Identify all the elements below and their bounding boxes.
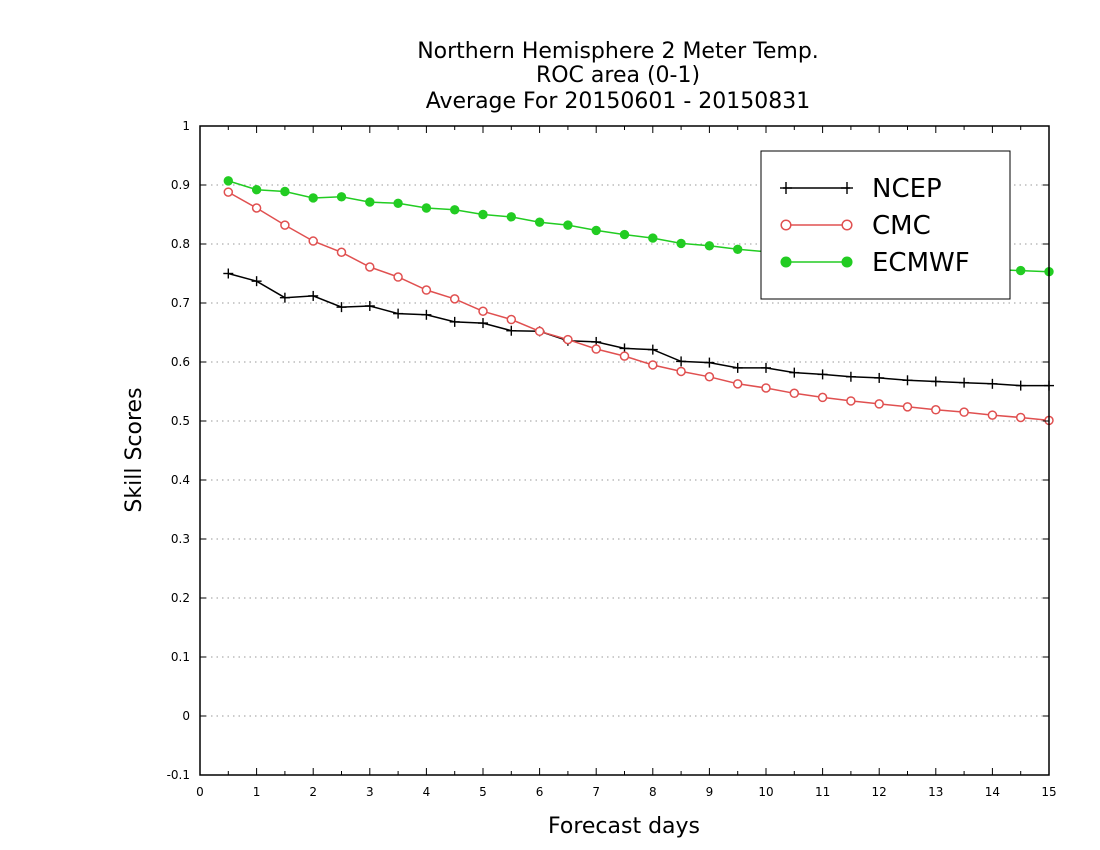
legend-label-ncep: NCEP bbox=[872, 174, 942, 204]
y-tick-label: 0.8 bbox=[171, 237, 190, 251]
data-point bbox=[789, 388, 800, 399]
x-tick-label: 10 bbox=[758, 785, 773, 799]
y-tick-label: 0.6 bbox=[171, 355, 190, 369]
legend-marker bbox=[841, 256, 853, 268]
y-tick-label: 0.9 bbox=[171, 178, 190, 192]
x-tick-label: 11 bbox=[815, 785, 830, 799]
title-line-2: ROC area (0-1) bbox=[536, 63, 700, 88]
data-point bbox=[591, 225, 601, 236]
data-point bbox=[223, 187, 234, 197]
chart-title: Northern Hemisphere 2 Meter Temp. ROC ar… bbox=[417, 39, 819, 114]
data-point bbox=[251, 203, 262, 213]
grid bbox=[200, 184, 1049, 717]
legend-marker bbox=[841, 219, 853, 231]
data-point bbox=[421, 203, 432, 213]
legend-marker bbox=[780, 219, 792, 231]
data-point bbox=[619, 229, 630, 240]
data-point bbox=[704, 372, 715, 382]
data-point bbox=[251, 185, 262, 195]
data-point bbox=[450, 205, 460, 215]
data-point bbox=[280, 220, 290, 230]
data-point bbox=[534, 217, 545, 227]
data-point bbox=[393, 272, 403, 282]
y-tick-label: 0.2 bbox=[171, 591, 190, 605]
data-point bbox=[336, 192, 347, 202]
data-point bbox=[648, 233, 658, 243]
data-point bbox=[478, 209, 488, 220]
y-tick-label: 0.1 bbox=[171, 650, 190, 664]
y-axis-label: Skill Scores bbox=[122, 387, 147, 512]
x-tick-label: 12 bbox=[872, 785, 887, 799]
axis-ticks: -0.100.10.20.30.40.50.60.70.80.910 1 2 3 4 5 6… bbox=[167, 119, 1057, 799]
data-point bbox=[563, 334, 573, 345]
legend: NCEP CMC ECMWF bbox=[760, 150, 1011, 300]
data-point bbox=[676, 238, 686, 249]
x-tick-label: 2 bbox=[309, 785, 317, 799]
data-point bbox=[761, 383, 771, 393]
data-point bbox=[308, 193, 318, 203]
data-point bbox=[732, 379, 743, 389]
y-tick-label: 0.7 bbox=[171, 296, 190, 310]
data-point bbox=[817, 392, 828, 403]
y-tick-label: 0 bbox=[182, 709, 190, 723]
data-point bbox=[987, 410, 998, 420]
x-tick-label: 14 bbox=[985, 785, 1000, 799]
data-point bbox=[478, 306, 488, 317]
title-line-1: Northern Hemisphere 2 Meter Temp. bbox=[417, 39, 819, 64]
x-tick-label: 13 bbox=[928, 785, 943, 799]
data-point bbox=[874, 399, 884, 409]
data-point bbox=[280, 186, 290, 197]
data-point bbox=[931, 405, 941, 415]
x-tick-label: 8 bbox=[649, 785, 657, 799]
data-point bbox=[704, 241, 715, 251]
data-point bbox=[619, 351, 630, 361]
y-tick-label: 0.4 bbox=[171, 473, 190, 487]
x-tick-label: 3 bbox=[366, 785, 374, 799]
data-point bbox=[421, 285, 432, 295]
data-point bbox=[676, 366, 686, 377]
x-tick-label: 0 bbox=[196, 785, 204, 799]
data-point bbox=[365, 197, 375, 207]
x-tick-label: 4 bbox=[423, 785, 431, 799]
legend-label-ecmwf: ECMWF bbox=[872, 248, 970, 278]
x-tick-label: 1 bbox=[253, 785, 261, 799]
x-tick-label: 7 bbox=[592, 785, 600, 799]
x-tick-label: 6 bbox=[536, 785, 544, 799]
data-point bbox=[1016, 265, 1026, 276]
y-tick-label: -0.1 bbox=[167, 768, 190, 782]
data-point bbox=[534, 326, 545, 337]
data-point bbox=[733, 244, 743, 255]
y-tick-label: 0.3 bbox=[171, 532, 190, 546]
data-point bbox=[648, 360, 658, 370]
data-point bbox=[223, 176, 234, 186]
data-point bbox=[506, 212, 516, 222]
data-point bbox=[449, 294, 460, 304]
x-tick-label: 15 bbox=[1041, 785, 1056, 799]
data-point bbox=[336, 247, 347, 258]
legend-label-cmc: CMC bbox=[872, 211, 931, 241]
data-point bbox=[846, 396, 856, 406]
title-line-3: Average For 20150601 - 20150831 bbox=[426, 89, 811, 114]
data-point bbox=[902, 402, 913, 412]
series-cmc bbox=[223, 187, 1054, 426]
x-axis-label: Forecast days bbox=[548, 814, 700, 839]
y-tick-label: 0.5 bbox=[171, 414, 190, 428]
legend-marker bbox=[780, 256, 792, 268]
x-tick-label: 5 bbox=[479, 785, 487, 799]
data-point bbox=[563, 220, 573, 230]
data-point bbox=[365, 262, 375, 272]
data-point bbox=[1015, 412, 1026, 423]
x-tick-label: 9 bbox=[706, 785, 714, 799]
data-point bbox=[308, 236, 318, 246]
data-point bbox=[506, 314, 517, 325]
data-point bbox=[393, 198, 403, 208]
data-point bbox=[591, 344, 601, 354]
series-ncep bbox=[223, 268, 1054, 391]
data-point bbox=[959, 407, 969, 417]
y-tick-label: 1 bbox=[182, 119, 190, 133]
